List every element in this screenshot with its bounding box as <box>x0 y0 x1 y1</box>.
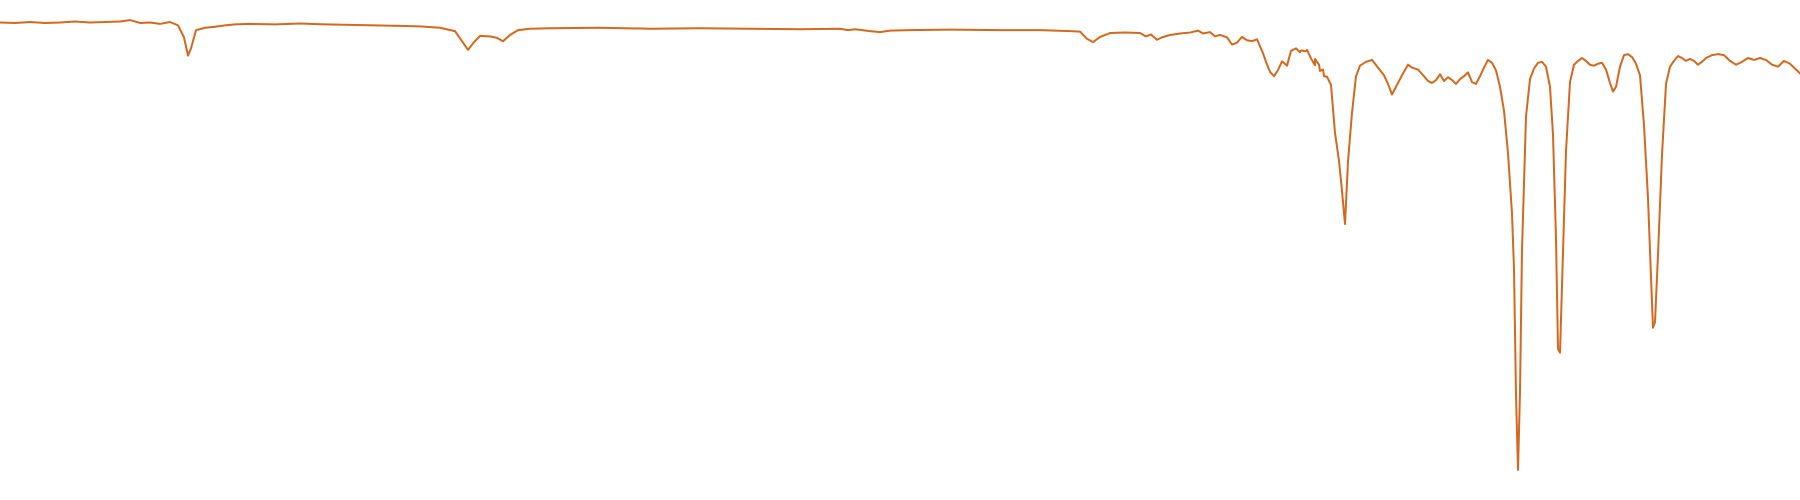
series-line <box>0 19 1800 471</box>
